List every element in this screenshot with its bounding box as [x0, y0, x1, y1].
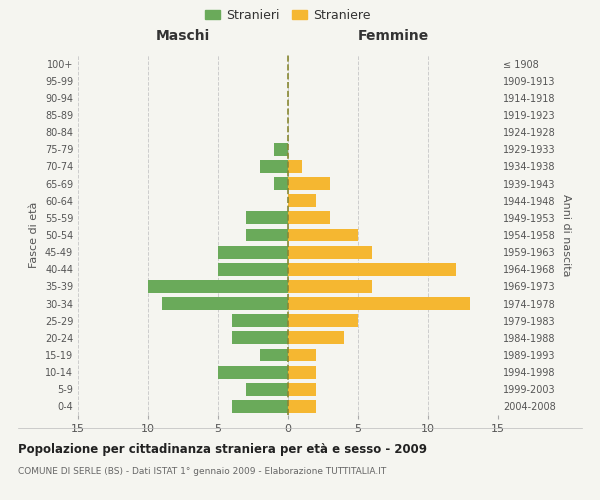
Bar: [218, 366, 288, 378]
Bar: [246, 383, 288, 396]
Bar: [288, 212, 330, 224]
Bar: [288, 160, 302, 173]
Bar: [148, 280, 288, 293]
Text: COMUNE DI SERLE (BS) - Dati ISTAT 1° gennaio 2009 - Elaborazione TUTTITALIA.IT: COMUNE DI SERLE (BS) - Dati ISTAT 1° gen…: [18, 468, 386, 476]
Bar: [260, 160, 288, 173]
Bar: [288, 280, 372, 293]
Text: Popolazione per cittadinanza straniera per età e sesso - 2009: Popolazione per cittadinanza straniera p…: [18, 442, 427, 456]
Bar: [288, 246, 372, 258]
Bar: [288, 383, 316, 396]
Bar: [260, 348, 288, 362]
Bar: [288, 177, 330, 190]
Bar: [288, 263, 456, 276]
Bar: [246, 212, 288, 224]
Bar: [232, 400, 288, 413]
Bar: [288, 366, 316, 378]
Text: Maschi: Maschi: [156, 29, 210, 43]
Y-axis label: Anni di nascita: Anni di nascita: [561, 194, 571, 276]
Legend: Stranieri, Straniere: Stranieri, Straniere: [201, 6, 375, 26]
Bar: [288, 297, 470, 310]
Text: Femmine: Femmine: [358, 29, 428, 43]
Bar: [288, 228, 358, 241]
Bar: [162, 297, 288, 310]
Bar: [232, 314, 288, 327]
Bar: [274, 143, 288, 156]
Bar: [274, 177, 288, 190]
Bar: [246, 228, 288, 241]
Bar: [288, 332, 344, 344]
Y-axis label: Fasce di età: Fasce di età: [29, 202, 39, 268]
Bar: [288, 314, 358, 327]
Bar: [232, 332, 288, 344]
Bar: [218, 246, 288, 258]
Bar: [288, 194, 316, 207]
Bar: [288, 348, 316, 362]
Bar: [288, 400, 316, 413]
Bar: [218, 263, 288, 276]
